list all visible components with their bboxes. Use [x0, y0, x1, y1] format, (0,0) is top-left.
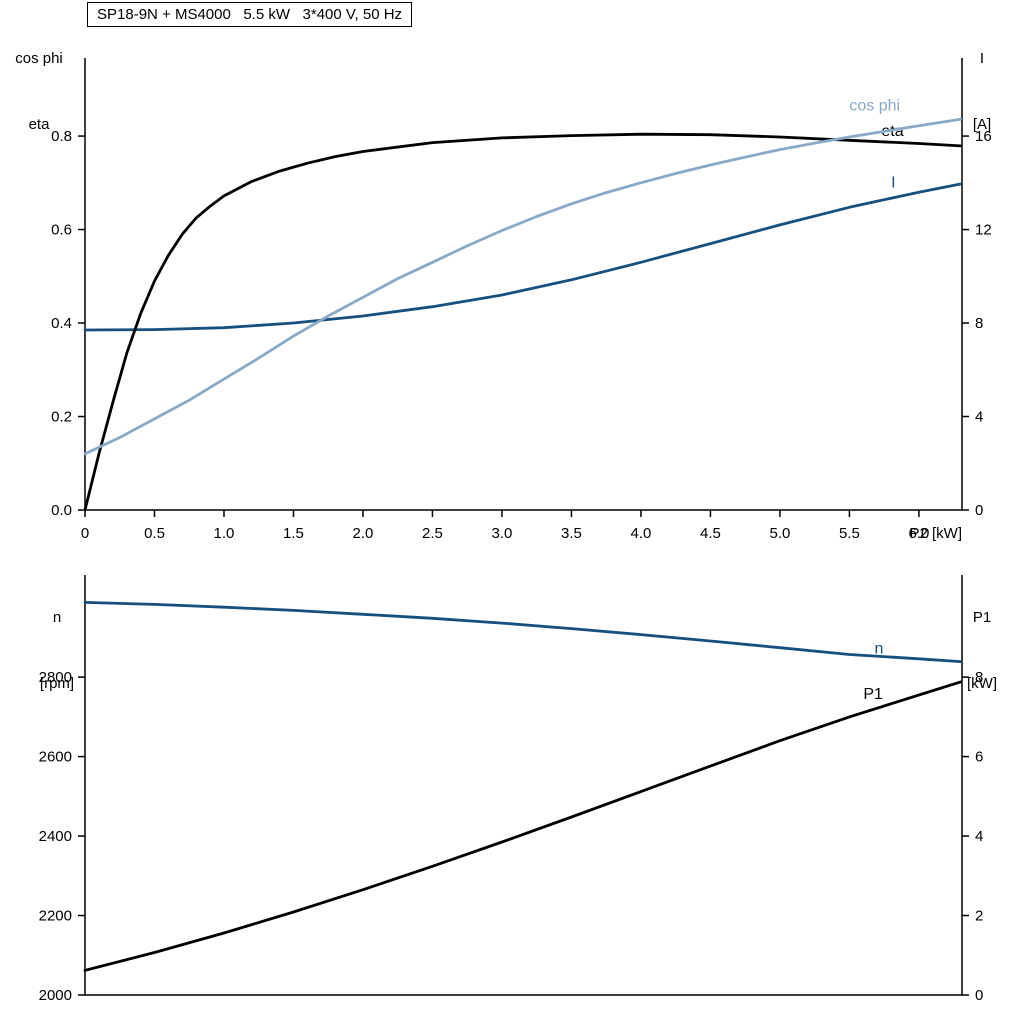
bottom-right-axis-label: P1 [kW]	[954, 563, 1010, 739]
x-axis-label: P2 [kW]	[909, 525, 962, 542]
y-right-tick-label: 12	[975, 222, 992, 239]
x-tick-label: 4.0	[631, 525, 652, 542]
x-tick-label: 0.5	[144, 525, 165, 542]
curve-cos-phi	[83, 117, 962, 456]
curve-label-I: I	[891, 174, 895, 191]
y-right-tick-label: 4	[975, 828, 983, 845]
y-right-tick-label: 4	[975, 409, 983, 426]
y-right-tick-label: 8	[975, 315, 983, 332]
y-right-axis-label-line2: [A]	[972, 116, 992, 133]
x-tick-label: 6.0	[908, 525, 929, 542]
bottom-left-axis-label: n [rpm]	[22, 563, 92, 739]
y-left-tick-label: 0.0	[51, 502, 72, 519]
curve-P1	[83, 680, 962, 972]
top-right-axis-label: I [A]	[954, 4, 1010, 180]
y-left-tick-label: 0.4	[51, 315, 72, 332]
curve-label-cos-phi: cos phi	[849, 97, 900, 114]
x-tick-label: 2.5	[422, 525, 443, 542]
n-axis-label-line1: n	[52, 609, 62, 626]
x-tick-label: 3.5	[561, 525, 582, 542]
p1-axis-label-line2: [kW]	[967, 675, 997, 692]
chart-title: SP18-9N + MS4000 5.5 kW 3*400 V, 50 Hz	[87, 2, 413, 27]
y-left-tick-label: 0.2	[51, 409, 72, 426]
y-right-tick-label: 6	[975, 749, 983, 766]
y-left-tick-label: 2800	[39, 669, 72, 686]
y-right-tick-label: 8	[975, 669, 983, 686]
curve-label-eta: eta	[881, 123, 903, 140]
curve-n	[83, 601, 962, 663]
y-left-tick-label: 2200	[39, 908, 72, 925]
curve-eta	[83, 132, 962, 512]
n-axis-label-line2: [rpm]	[39, 675, 75, 692]
y-left-tick-label: 0.8	[51, 128, 72, 145]
x-tick-label: 0	[81, 525, 89, 542]
y-right-tick-label: 0	[975, 987, 983, 1004]
y-right-axis-label-line1: I	[979, 50, 985, 67]
y-right-tick-label: 16	[975, 128, 992, 145]
x-tick-label: 5.5	[839, 525, 860, 542]
curve-label-n: n	[874, 640, 883, 657]
y-left-tick-label: 0.6	[51, 222, 72, 239]
curve-I	[83, 182, 962, 332]
x-tick-label: 1.5	[283, 525, 304, 542]
top-left-axis-label: cos phi eta	[6, 4, 72, 180]
x-tick-label: 2.0	[353, 525, 374, 542]
y-left-tick-label: 2400	[39, 828, 72, 845]
x-tick-label: 4.5	[700, 525, 721, 542]
y-left-tick-label: 2600	[39, 749, 72, 766]
x-tick-label: 1.0	[214, 525, 235, 542]
y-right-tick-label: 2	[975, 908, 983, 925]
x-tick-label: 5.0	[769, 525, 790, 542]
x-tick-label: 3.0	[492, 525, 513, 542]
y-left-axis-label-line1: cos phi	[15, 50, 63, 67]
y-left-axis-label-line2: eta	[28, 116, 50, 133]
p1-axis-label-line1: P1	[972, 609, 992, 626]
y-left-tick-label: 2000	[39, 987, 72, 1004]
curve-label-P1: P1	[863, 686, 883, 703]
y-right-tick-label: 0	[975, 502, 983, 519]
